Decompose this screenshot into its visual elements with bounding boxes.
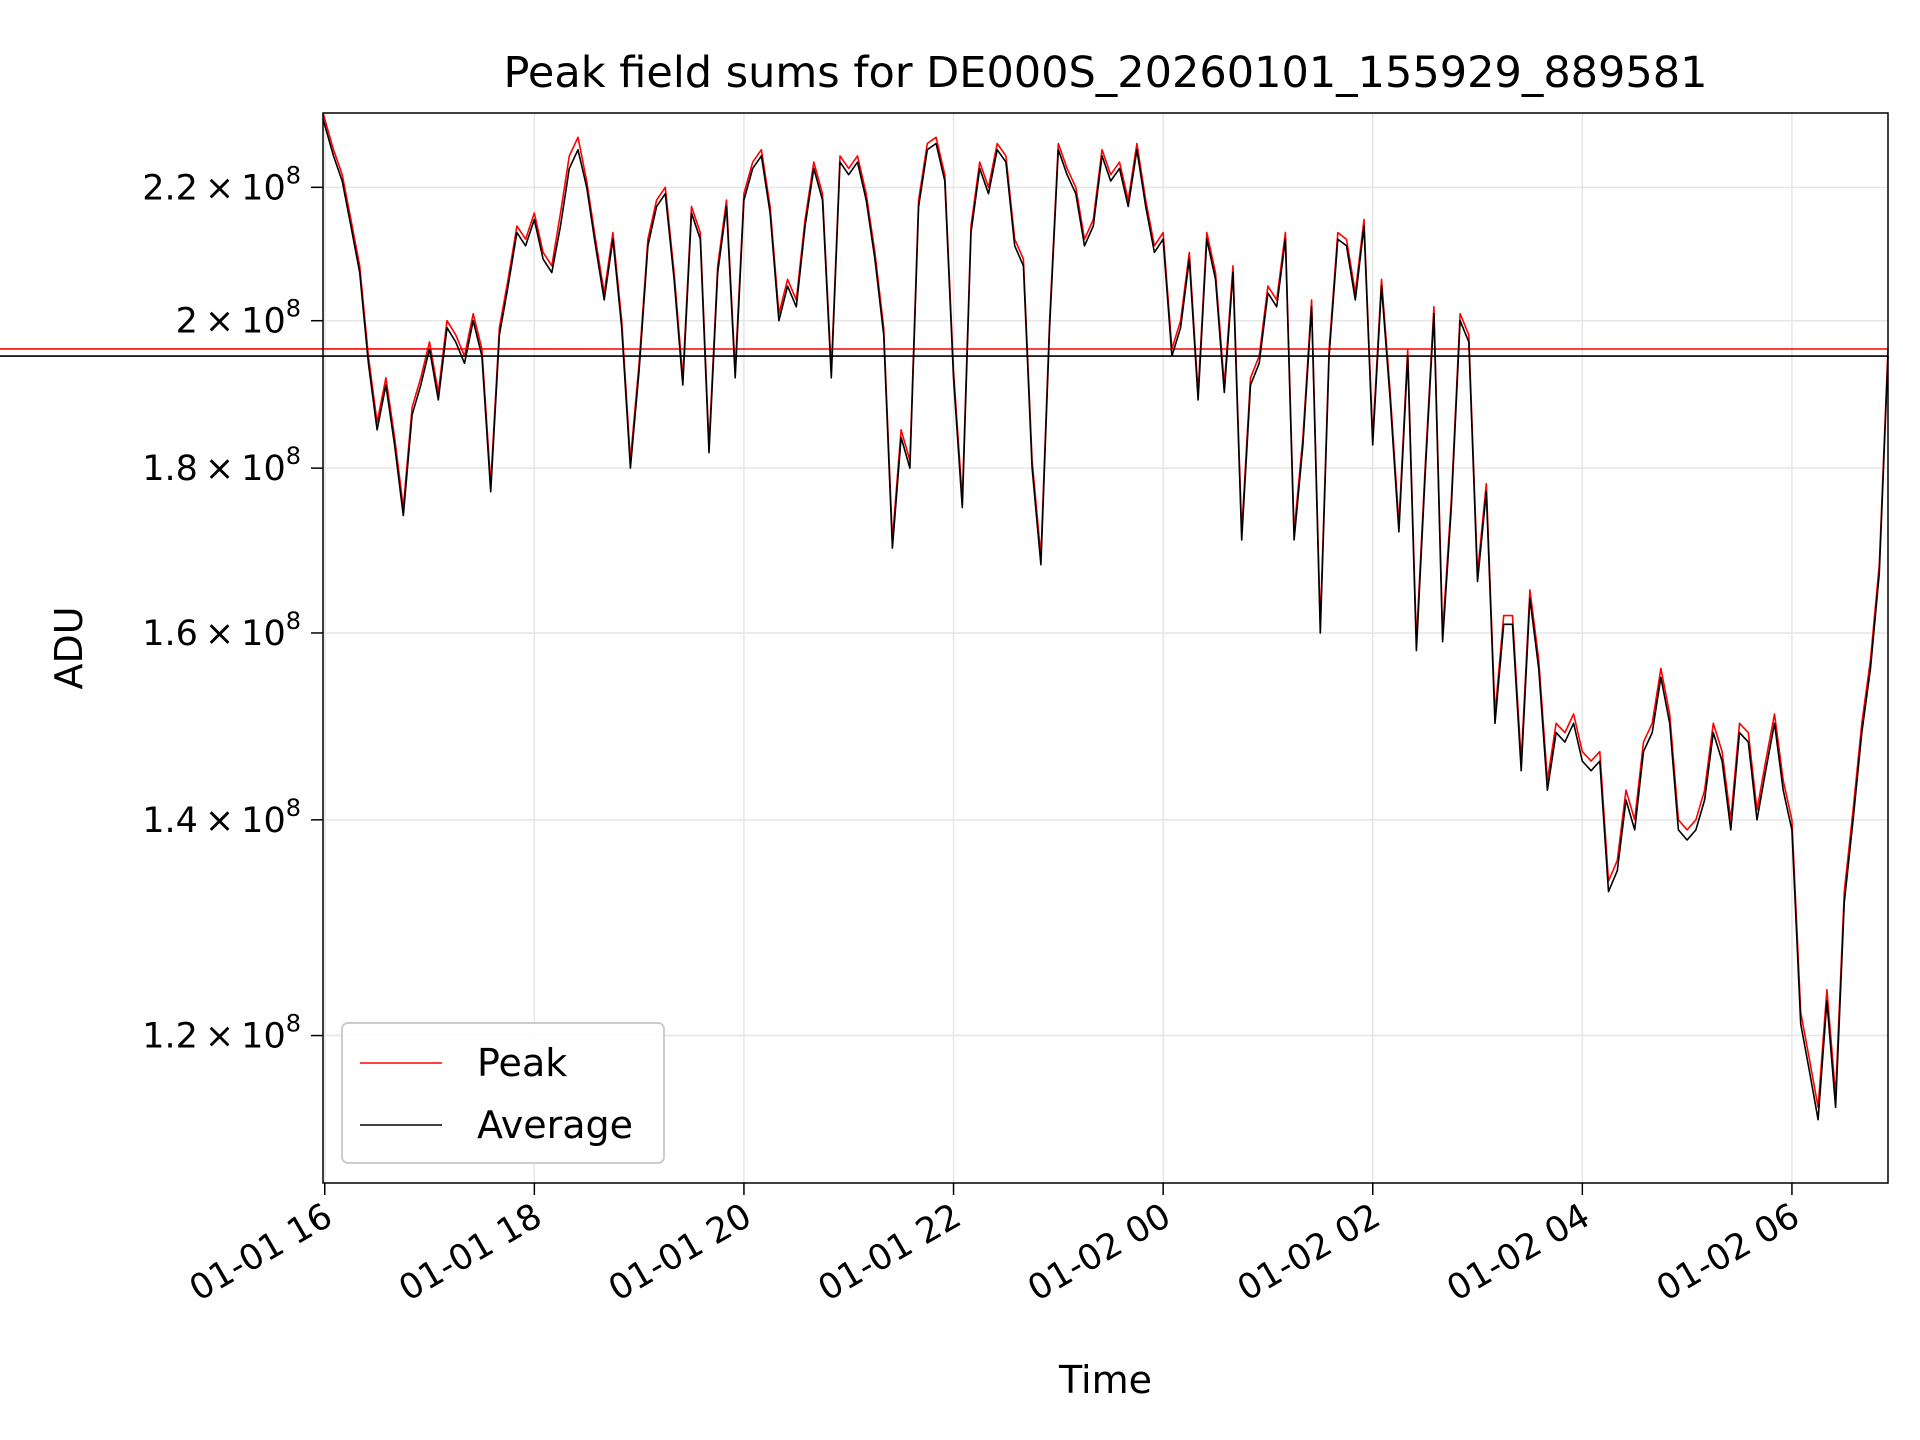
y-tick-times-ten: × 10 — [198, 168, 286, 208]
y-tick-exponent: 8 — [286, 161, 301, 189]
y-tick-exponent: 8 — [286, 442, 301, 470]
y-tick-mantissa: 2 — [176, 302, 198, 342]
y-axis-label: ADU — [47, 606, 91, 689]
y-tick-exponent: 8 — [286, 607, 301, 635]
y-tick-times-ten: × 10 — [198, 449, 286, 489]
x-axis-label: Time — [1058, 1358, 1152, 1402]
y-tick-label: 2.2 × 108 — [142, 161, 301, 208]
y-tick-label: 2 × 108 — [176, 295, 301, 342]
y-tick-exponent: 8 — [286, 295, 301, 323]
y-tick-times-ten: × 10 — [198, 302, 286, 342]
y-tick-times-ten: × 10 — [198, 1017, 286, 1057]
legend-label-peak: Peak — [477, 1041, 567, 1085]
y-tick-label: 1.4 × 108 — [142, 794, 301, 841]
y-tick-mantissa: 1.8 — [142, 449, 198, 489]
y-tick-label: 1.6 × 108 — [142, 607, 301, 654]
legend: Peak Average — [341, 1022, 665, 1164]
y-tick-exponent: 8 — [286, 1010, 301, 1038]
y-tick-label: 1.8 × 108 — [142, 442, 301, 489]
y-tick-mantissa: 2.2 — [142, 168, 198, 208]
y-tick-label: 1.2 × 108 — [142, 1010, 301, 1057]
y-tick-exponent: 8 — [286, 794, 301, 822]
chart-title: Peak field sums for DE000S_20260101_1559… — [504, 48, 1708, 98]
y-tick-times-ten: × 10 — [198, 614, 286, 654]
y-tick-mantissa: 1.4 — [142, 801, 198, 841]
plot-frame — [322, 112, 1889, 1184]
y-tick-mantissa: 1.6 — [142, 614, 198, 654]
legend-box — [341, 1022, 665, 1164]
legend-label-average: Average — [477, 1103, 633, 1147]
y-tick-times-ten: × 10 — [198, 801, 286, 841]
y-tick-mantissa: 1.2 — [142, 1017, 198, 1057]
